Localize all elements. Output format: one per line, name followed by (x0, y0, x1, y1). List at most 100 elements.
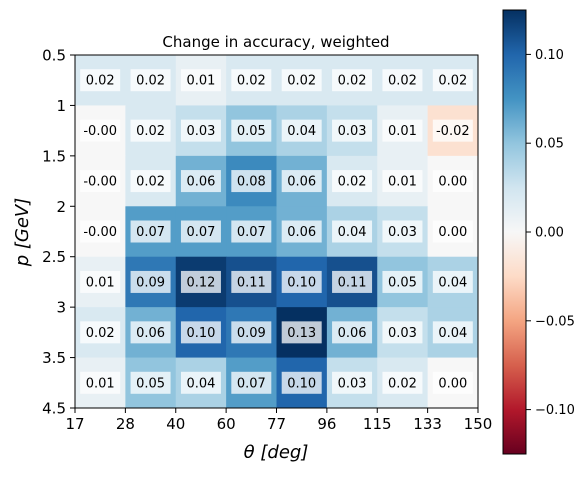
cell-value-label: 0.06 (338, 326, 367, 341)
cell-label-box (180, 119, 221, 142)
cell-label-box (80, 119, 121, 142)
y-tick-label: 1.5 (42, 147, 66, 165)
colorbar-tick-label: 0.10 (535, 48, 564, 63)
cell-value-label: -0.00 (83, 225, 117, 240)
cell-value-label: 0.06 (136, 326, 165, 341)
cell-value-label: -0.00 (83, 124, 117, 139)
cell-value-label: 0.10 (287, 275, 316, 290)
cell-label-box (432, 321, 473, 344)
cell-value-label: 0.02 (338, 74, 367, 89)
cell-value-label: 0.05 (388, 275, 417, 290)
cell-value-label: -0.00 (83, 175, 117, 190)
cell-value-label: 0.10 (186, 326, 215, 341)
colorbar-tick-label: 0.05 (535, 137, 564, 152)
cell-label-box (332, 69, 373, 92)
y-tick-label: 3.5 (42, 349, 66, 367)
cell-value-label: 0.04 (338, 225, 367, 240)
cell-value-label: 0.09 (237, 326, 266, 341)
cell-label-box (382, 170, 423, 193)
cell-value-label: 0.00 (438, 376, 467, 391)
cell-value-label: 0.02 (438, 74, 467, 89)
cell-value-label: 0.11 (338, 275, 367, 290)
x-tick-label: 115 (363, 415, 392, 433)
cell-label-box (382, 119, 423, 142)
cell-label-box (231, 220, 272, 243)
cell-label-box (432, 69, 473, 92)
cell-value-label: 0.01 (86, 275, 115, 290)
x-tick-label: 40 (166, 415, 185, 433)
y-tick-label: 3 (56, 299, 66, 317)
cell-label-box (432, 270, 473, 293)
y-axis-ticks: 0.5 1 1.5 2 2.5 3 3.5 4.5 (42, 47, 75, 418)
cell-value-label: 0.02 (86, 326, 115, 341)
cell-value-label: 0.03 (338, 376, 367, 391)
cell-label-box (382, 220, 423, 243)
cell-label-box (130, 321, 171, 344)
cell-value-label: 0.07 (186, 225, 215, 240)
cell-label-box (231, 170, 272, 193)
cell-label-box (180, 220, 221, 243)
cell-label-box (332, 270, 373, 293)
x-tick-label: 96 (317, 415, 336, 433)
cell-label-box (332, 321, 373, 344)
colorbar-gradient (502, 9, 527, 455)
cell-label-box (231, 321, 272, 344)
cell-value-label: 0.07 (136, 225, 165, 240)
x-tick-label: 133 (413, 415, 442, 433)
cell-value-label: 0.01 (388, 175, 417, 190)
cell-value-label: 0.02 (136, 124, 165, 139)
cell-label-box (432, 119, 473, 142)
cell-value-label: 0.09 (136, 275, 165, 290)
cell-value-label: 0.11 (237, 275, 266, 290)
x-axis-label: θ [deg] (244, 442, 309, 463)
cell-label-box (80, 371, 121, 394)
cell-label-box (281, 321, 322, 344)
cell-value-label: 0.01 (186, 74, 215, 89)
cell-label-box (432, 220, 473, 243)
cell-label-box (80, 220, 121, 243)
cell-label-box (80, 69, 121, 92)
heatmap-cell-labels: 0.02 0.02 0.01 0.02 0.02 0.02 0.02 0.02 -0.00 0.0… (80, 69, 473, 394)
chart-title: Change in accuracy, weighted (162, 33, 389, 51)
cell-label-box (332, 220, 373, 243)
cell-label-box (130, 170, 171, 193)
cell-label-box (180, 371, 221, 394)
cell-value-label: 0.13 (287, 326, 316, 341)
cell-label-box (281, 220, 322, 243)
cell-value-label: 0.02 (136, 175, 165, 190)
cell-value-label: 0.04 (287, 124, 316, 139)
x-tick-label: 77 (267, 415, 286, 433)
colorbar-tick-label: 0.00 (535, 226, 564, 241)
cell-label-box (180, 270, 221, 293)
cell-value-label: 0.02 (237, 74, 266, 89)
cell-label-box (130, 270, 171, 293)
cell-label-box (281, 170, 322, 193)
cell-value-label: 0.02 (338, 175, 367, 190)
cell-value-label: 0.02 (86, 74, 115, 89)
colorbar-tick-label: −0.10 (535, 403, 575, 418)
cell-value-label: 0.06 (287, 225, 316, 240)
cell-value-label: 0.03 (388, 326, 417, 341)
cell-label-box (231, 371, 272, 394)
cell-label-box (281, 270, 322, 293)
x-tick-label: 28 (116, 415, 135, 433)
cell-value-label: 0.01 (388, 124, 417, 139)
cell-label-box (281, 371, 322, 394)
cell-label-box (180, 69, 221, 92)
cell-value-label: 0.04 (438, 275, 467, 290)
cell-label-box (130, 220, 171, 243)
cell-label-box (332, 119, 373, 142)
cell-label-box (130, 371, 171, 394)
cell-label-box (382, 69, 423, 92)
cell-label-box (382, 270, 423, 293)
colorbar-tick-label: −0.05 (535, 314, 575, 329)
cell-value-label: -0.02 (436, 124, 470, 139)
x-tick-label: 17 (65, 415, 84, 433)
cell-label-box (180, 170, 221, 193)
cell-label-box (180, 321, 221, 344)
cell-value-label: 0.06 (186, 175, 215, 190)
x-axis-ticks: 17 28 40 60 77 96 115 133 150 (65, 408, 492, 433)
cell-value-label: 0.03 (338, 124, 367, 139)
